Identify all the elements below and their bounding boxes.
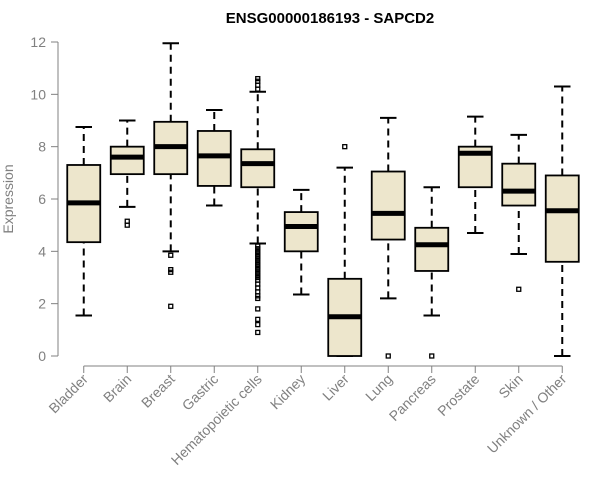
box-pancreas [414, 186, 450, 359]
outlier-point [255, 321, 261, 328]
box-body [370, 170, 406, 241]
x-tick-label: Unknown / Other [484, 371, 570, 457]
x-tick-label: Breast [138, 371, 178, 411]
x-tick-label: Bladder [45, 371, 91, 417]
outlier-point [255, 243, 261, 249]
y-axis: 0 2 4 6 8 10 12 [30, 34, 59, 364]
y-tick-label: 0 [38, 348, 46, 364]
x-tick-label: Gastric [179, 371, 222, 414]
x-tick-label: Brain [100, 371, 134, 405]
box-body [544, 174, 580, 263]
y-tick-label: 6 [38, 191, 46, 207]
y-tick-label: 2 [38, 296, 46, 312]
x-tick-label: Prostate [434, 371, 482, 419]
box-skin [501, 133, 537, 292]
outlier-point [255, 75, 261, 82]
outlier-point [342, 144, 348, 150]
box-prostate [457, 115, 493, 235]
box-breast [153, 42, 189, 309]
box-kidney [283, 188, 319, 296]
box-unknown-other [544, 85, 580, 357]
box-brain [109, 119, 145, 228]
y-tick-label: 12 [30, 34, 46, 50]
box-lung [370, 116, 406, 359]
outlier-point [255, 329, 261, 336]
box-body [240, 148, 276, 189]
box-body [501, 162, 537, 207]
outlier-point [168, 303, 174, 309]
outlier-point [516, 286, 522, 292]
x-tick-label: Pancreas [386, 371, 439, 424]
x-tick-label: Liver [319, 371, 352, 404]
y-axis-title: Expression [0, 164, 16, 233]
outlier-point [255, 316, 261, 323]
x-tick-label: Skin [495, 371, 526, 402]
box-bladder [66, 126, 102, 317]
outlier-point [429, 353, 435, 359]
box-hematopoietic-cells [240, 75, 276, 336]
outlier-point [168, 266, 174, 273]
box-body [414, 226, 450, 272]
outlier-point [255, 306, 261, 312]
outlier-point [385, 353, 391, 359]
outlier-point [124, 218, 130, 224]
outlier-point [168, 252, 174, 258]
y-tick-label: 8 [38, 139, 46, 155]
x-tick-label: Kidney [267, 371, 309, 413]
x-tick-label: Lung [362, 371, 395, 404]
box-gastric [196, 109, 232, 207]
box-liver [327, 144, 363, 357]
y-tick-label: 10 [30, 86, 46, 102]
y-tick-label: 4 [38, 243, 46, 259]
chart-title: ENSG00000186193 - SAPCD2 [226, 10, 434, 27]
box-body [196, 130, 232, 187]
box-body [109, 145, 145, 176]
boxes-group [66, 42, 580, 359]
box-body [283, 211, 319, 253]
